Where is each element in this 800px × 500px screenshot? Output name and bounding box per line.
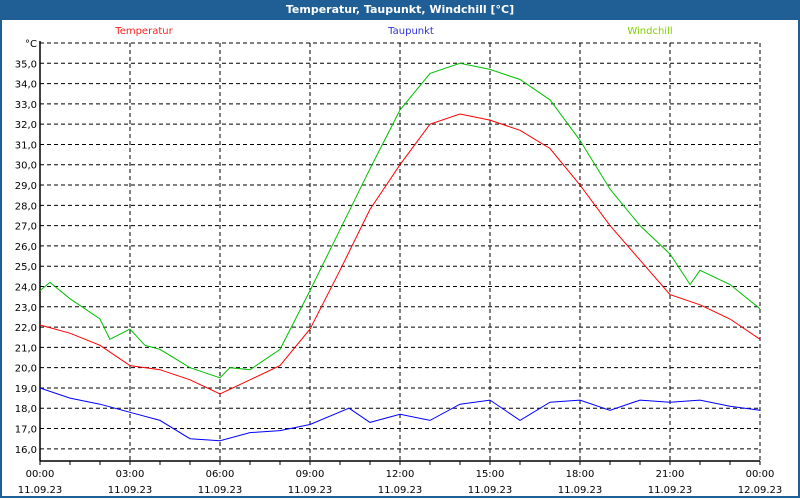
x-tick-date: 11.09.23 (198, 485, 243, 496)
y-tick-label: 27,0 (15, 222, 37, 233)
y-tick-label: 33,0 (15, 100, 37, 111)
y-tick-label: 34,0 (15, 80, 37, 91)
x-tick-time: 00:00 (26, 469, 55, 480)
x-tick-date: 11.09.23 (378, 485, 423, 496)
y-tick-label: 32,0 (15, 120, 37, 131)
x-tick-time: 18:00 (566, 469, 595, 480)
y-tick-label: 17,0 (15, 425, 37, 436)
x-tick-time: 12:00 (386, 469, 415, 480)
series-line-taupunkt (39, 387, 761, 442)
x-tick-date: 12.09.23 (738, 485, 783, 496)
y-tick-label: 35,0 (15, 59, 37, 70)
y-tick-label: 24,0 (15, 282, 37, 293)
y-tick-label: 20,0 (15, 364, 37, 375)
x-tick-date: 11.09.23 (108, 485, 153, 496)
window-title: Temperatur, Taupunkt, Windchill [°C] (0, 0, 800, 20)
x-tick-time: 21:00 (656, 469, 685, 480)
x-tick-date: 11.09.23 (468, 485, 513, 496)
x-tick-date: 11.09.23 (18, 485, 63, 496)
legend-temperatur: Temperatur (114, 26, 173, 37)
legend-taupunkt: Taupunkt (387, 26, 434, 37)
x-tick-time: 00:00 (746, 469, 775, 480)
x-tick-time: 03:00 (116, 469, 145, 480)
y-tick-label: 16,0 (15, 445, 37, 456)
y-tick-label: 19,0 (15, 384, 37, 395)
x-tick-time: 06:00 (206, 469, 235, 480)
x-tick-time: 09:00 (296, 469, 325, 480)
x-tick-date: 11.09.23 (648, 485, 693, 496)
x-tick-time: 15:00 (476, 469, 505, 480)
series-line-temperatur (39, 113, 761, 395)
y-tick-label: 26,0 (15, 242, 37, 253)
y-tick-label: 25,0 (15, 262, 37, 273)
series-line-windchill (39, 62, 761, 379)
y-tick-label: 21,0 (15, 343, 37, 354)
x-tick-date: 11.09.23 (558, 485, 603, 496)
y-tick-label: 29,0 (15, 181, 37, 192)
legend-windchill: Windchill (627, 26, 672, 37)
y-tick-label: 28,0 (15, 201, 37, 212)
y-tick-label: 31,0 (15, 140, 37, 151)
y-tick-label: 22,0 (15, 323, 37, 334)
y-tick-label: 18,0 (15, 404, 37, 415)
y-axis-unit-label: °C (25, 39, 37, 50)
y-tick-label: 23,0 (15, 303, 37, 314)
x-tick-date: 11.09.23 (288, 485, 333, 496)
y-tick-label: 30,0 (15, 161, 37, 172)
